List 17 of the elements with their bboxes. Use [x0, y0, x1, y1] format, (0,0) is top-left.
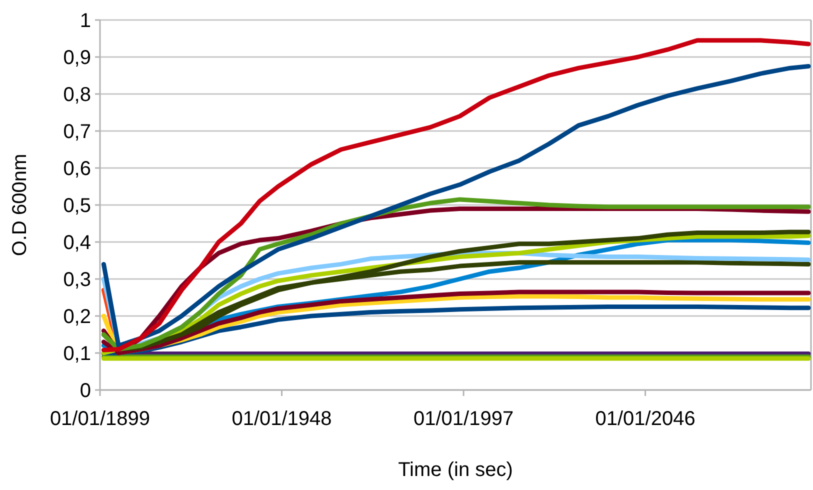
x-tick-label: 01/01/1948 — [232, 408, 332, 430]
y-tick-label: 1 — [80, 10, 91, 32]
y-tick-label: 0,7 — [63, 121, 91, 143]
y-tick-label: 0,4 — [63, 232, 91, 254]
x-tick-label: 01/01/2046 — [595, 408, 696, 430]
y-tick-label: 0,2 — [63, 306, 91, 328]
y-tick-label: 0,6 — [63, 158, 91, 180]
x-tick-label: 01/01/1997 — [413, 408, 514, 430]
y-tick-label: 0,3 — [63, 269, 91, 291]
x-tick-label: 01/01/1899 — [50, 408, 150, 430]
y-axis-title: O.D 600nm — [9, 154, 31, 256]
y-tick-label: 0,1 — [63, 343, 91, 365]
x-axis-title: Time (in sec) — [398, 459, 513, 481]
y-tick-label: 0,9 — [63, 47, 91, 69]
y-tick-label: 0,8 — [63, 84, 91, 106]
y-tick-label: 0,5 — [63, 195, 91, 217]
y-tick-label: 0 — [80, 380, 91, 402]
